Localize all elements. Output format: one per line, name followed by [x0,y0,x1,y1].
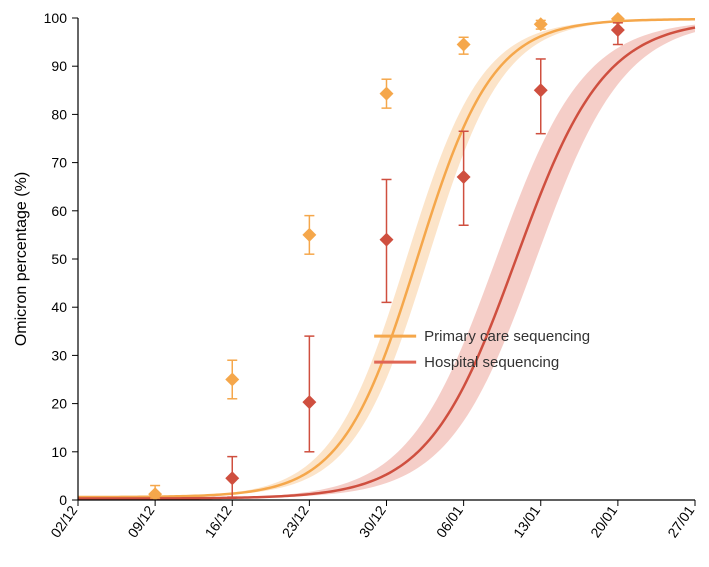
y-tick-label: 100 [44,10,68,26]
legend-label: Primary care sequencing [424,328,590,345]
y-tick-label: 20 [51,396,67,412]
y-tick-label: 10 [51,444,67,460]
chart-container: 010203040506070809010002/1209/1216/1223/… [0,0,709,567]
legend-label: Hospital sequencing [424,354,559,371]
y-tick-label: 40 [51,299,67,315]
y-tick-label: 70 [51,155,67,171]
y-tick-label: 50 [51,251,67,267]
y-tick-label: 60 [51,203,67,219]
y-tick-label: 80 [51,106,67,122]
y-tick-label: 30 [51,347,67,363]
omicron-chart: 010203040506070809010002/1209/1216/1223/… [0,0,709,567]
y-tick-label: 90 [51,58,67,74]
y-axis-label: Omicron percentage (%) [13,172,30,346]
